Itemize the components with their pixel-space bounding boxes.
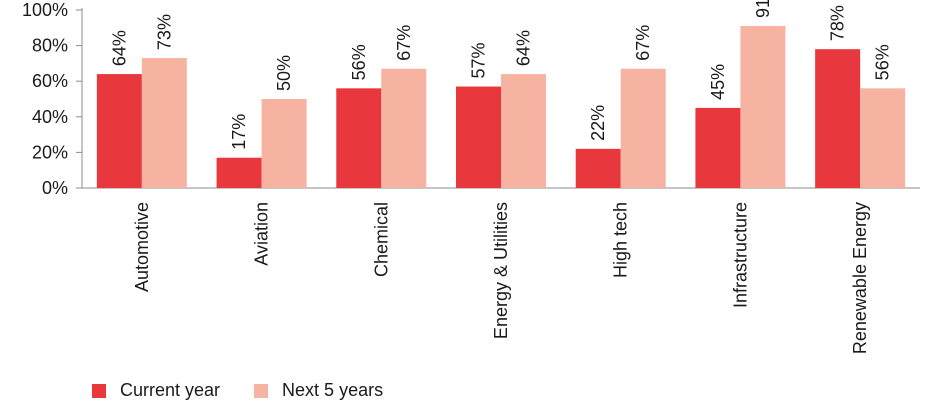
data-label-current-year-energy-and-utilities: 57% [469,43,489,79]
y-tick-label: 0% [42,178,68,198]
y-tick-label: 80% [32,36,68,56]
y-tick-label: 60% [32,71,68,91]
bar-next-5-years-renewable-energy [860,88,906,188]
bars [96,26,906,189]
data-label-next-5-years-high-tech: 67% [633,25,653,61]
bar-current-year-energy-and-utilities [456,86,501,188]
x-category-label-renewable-energy: Renewable Energy [850,202,870,354]
data-labels: 64% 73% 17% 50% 56% 67% 57% 64% 22% 67% 45% 91% 78% 5… [109,0,892,150]
legend-swatch-current-year [92,383,106,398]
bar-next-5-years-infrastructure [740,26,786,188]
data-label-next-5-years-infrastructure: 91% [753,0,773,18]
bar-current-year-renewable-energy [815,49,861,188]
bar-next-5-years-high-tech [620,68,666,188]
x-category-label-chemical: Chemical [371,202,391,277]
y-axis-ticks: 0% 20% 40% 60% 80% 100% [22,0,82,198]
legend-item-current-year: Current year [92,380,220,401]
legend-item-next-5-years: Next 5 years [254,380,383,401]
data-label-current-year-chemical: 56% [349,44,369,80]
x-category-label-high-tech: High tech [611,202,631,278]
data-label-current-year-infrastructure: 45% [708,64,728,100]
bar-current-year-automotive [96,74,142,188]
x-category-label-infrastructure: Infrastructure [730,202,750,308]
data-label-current-year-aviation: 17% [229,114,249,150]
bar-current-year-infrastructure [695,107,741,188]
bar-next-5-years-aviation [261,99,307,188]
y-tick-label: 40% [32,107,68,127]
legend-swatch-next-5-years [254,383,269,398]
x-category-label-aviation: Aviation [252,202,272,266]
bar-next-5-years-automotive [141,58,187,189]
y-tick-label: 20% [32,142,68,162]
bar-next-5-years-chemical [381,68,427,188]
y-tick-label: 100% [22,0,68,20]
data-label-current-year-high-tech: 22% [588,105,608,141]
data-label-next-5-years-renewable-energy: 56% [873,44,893,80]
x-category-label-automotive: Automotive [132,202,152,292]
data-label-next-5-years-chemical: 67% [394,25,414,61]
data-label-next-5-years-aviation: 50% [274,55,294,91]
bar-current-year-aviation [216,157,262,188]
bar-current-year-chemical [336,88,382,188]
legend-label-next-5-years: Next 5 years [282,380,384,400]
legend: Current year Next 5 years [92,380,417,401]
data-label-current-year-automotive: 64% [109,30,129,66]
legend-label-current-year: Current year [120,380,221,400]
category-labels: Automotive Aviation Chemical Energy & Utili… [132,202,870,354]
x-category-label-energy-and-utilities: Energy & Utilities [491,202,511,339]
data-label-current-year-renewable-energy: 78% [828,5,848,41]
data-label-next-5-years-automotive: 73% [154,14,174,50]
bar-next-5-years-energy-and-utilities [501,74,546,188]
bar-current-year-high-tech [575,148,621,188]
data-label-next-5-years-energy-and-utilities: 64% [514,30,534,66]
